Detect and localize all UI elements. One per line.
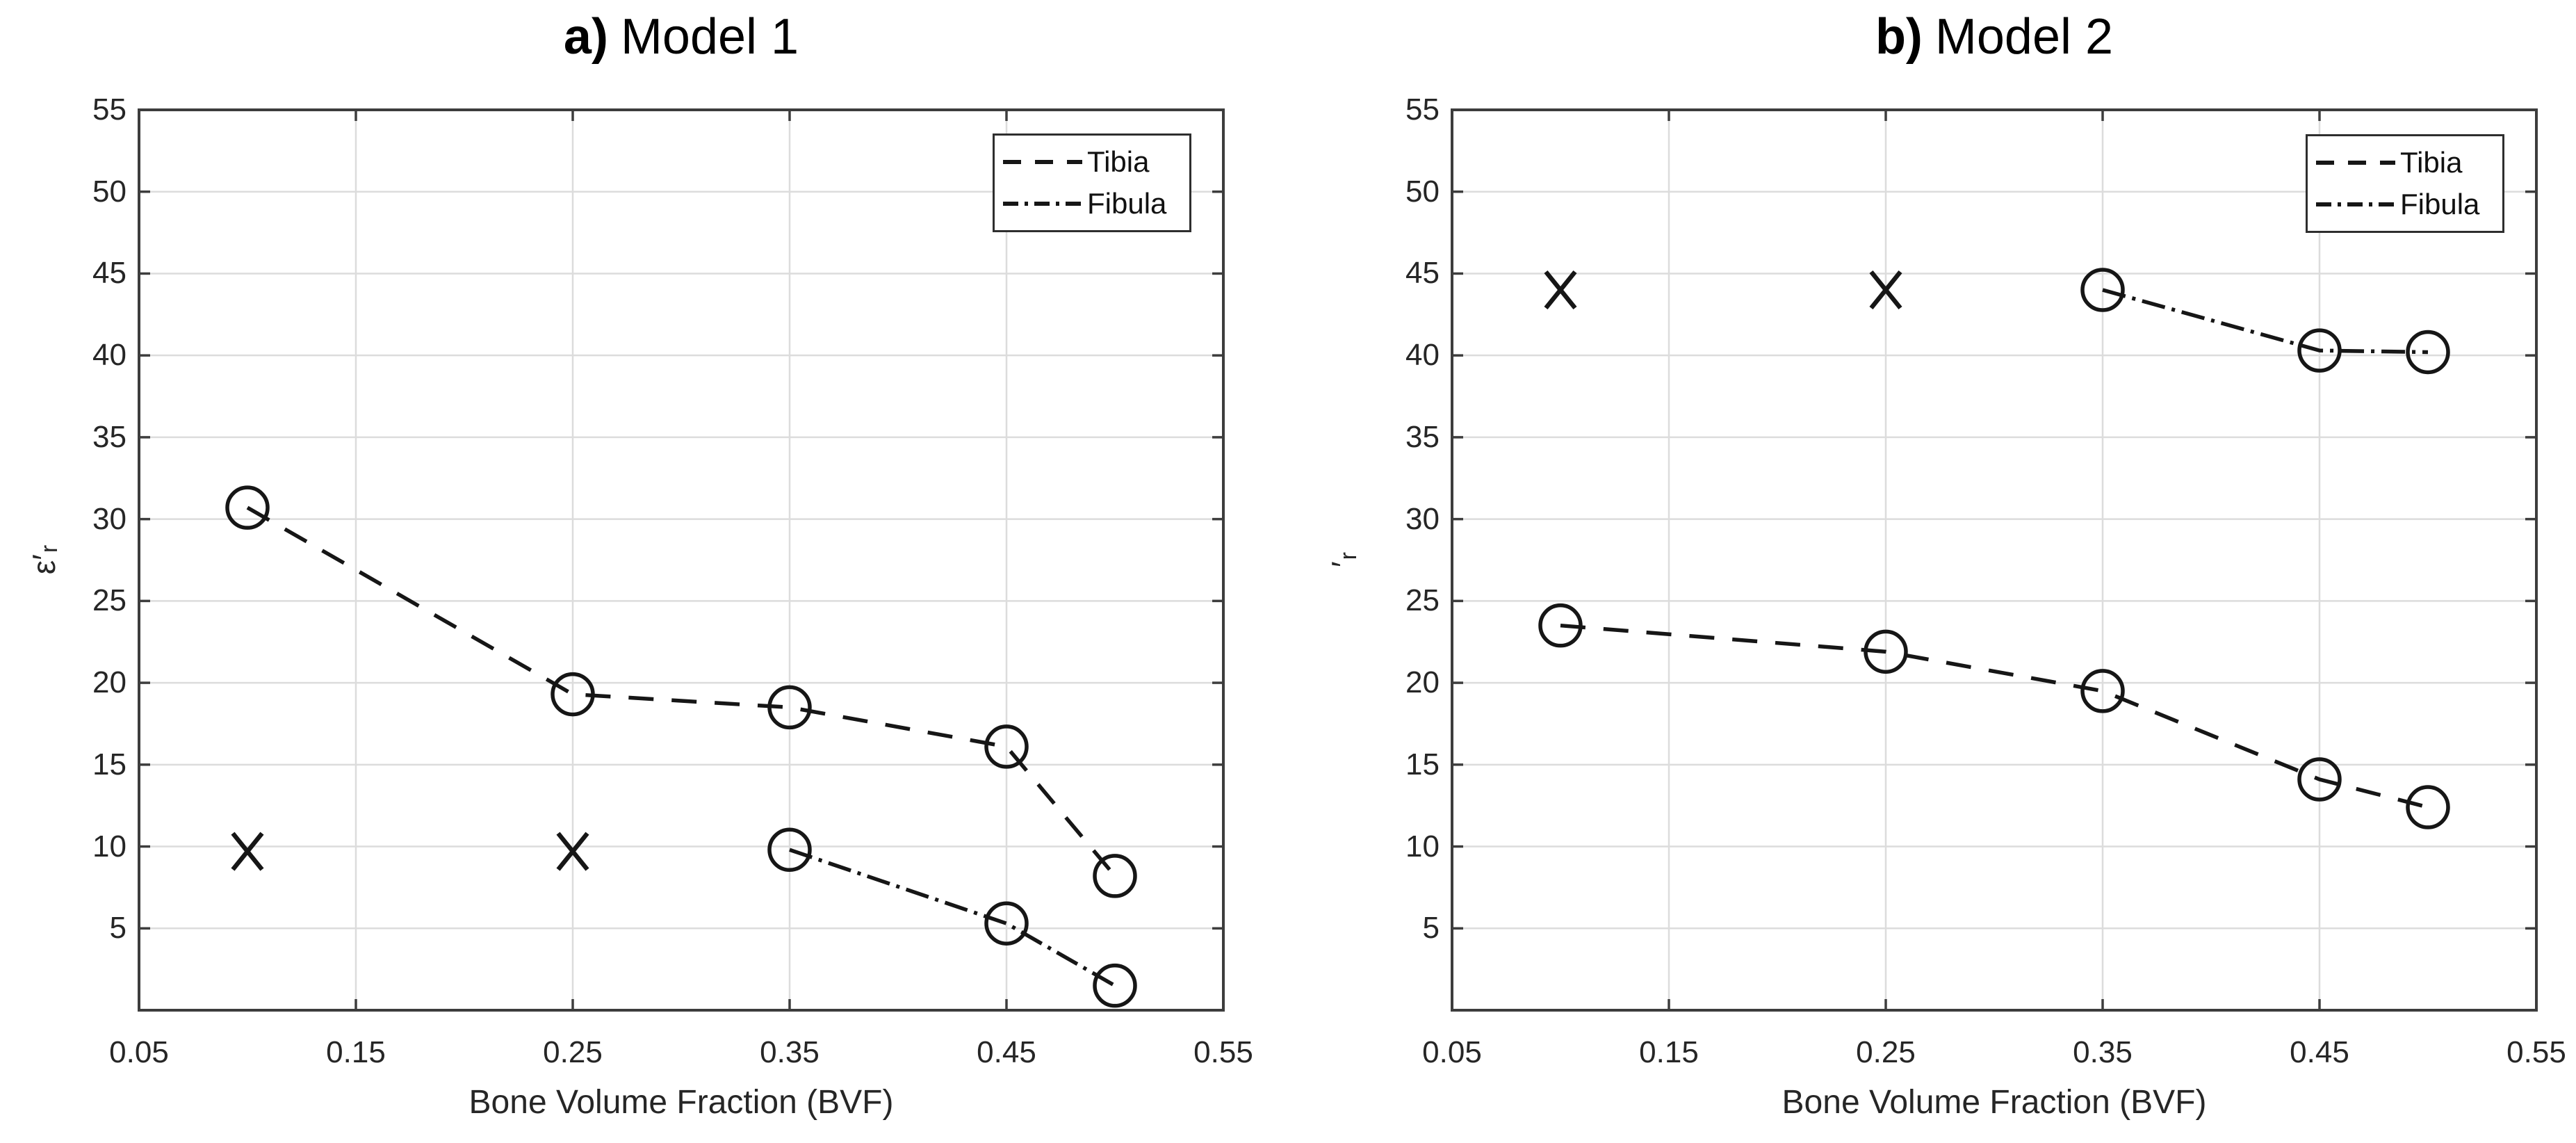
data-point-circle-tibia [2080, 669, 2125, 713]
data-point-circle-fibula [1093, 963, 1137, 1008]
panel-b-ylabel-subscript: r [1335, 552, 1362, 560]
data-point-circle-tibia [2297, 757, 2342, 802]
y-tick-label: 40 [92, 338, 127, 373]
y-tick-label: 50 [92, 174, 127, 209]
data-point-circle-tibia [1864, 629, 1908, 674]
y-tick-label: 15 [1405, 747, 1440, 781]
x-tick-label: 0.55 [2506, 1035, 2566, 1069]
data-point-x-marker [231, 832, 264, 871]
y-tick-label: 45 [92, 256, 127, 291]
panel-a-xlabel: Bone Volume Fraction (BVF) [468, 1084, 894, 1121]
series-line-tibia [246, 505, 1117, 877]
data-point-circle-tibia [767, 685, 812, 730]
x-tick-label: 0.35 [760, 1035, 820, 1069]
x-tick-label: 0.55 [1193, 1035, 1253, 1069]
x-tick-label: 0.15 [1639, 1035, 1699, 1069]
y-tick-label: 10 [1405, 829, 1440, 864]
legend-item-tibia: Tibia [1002, 141, 1182, 183]
x-tick-label: 0.25 [543, 1035, 603, 1069]
series-line-fibula [789, 848, 1116, 988]
y-tick-label: 25 [1405, 583, 1440, 618]
y-tick-label: 15 [92, 747, 127, 781]
axes-box [1451, 108, 2538, 1012]
data-point-x-marker [556, 832, 589, 871]
y-tick-label: 50 [1405, 174, 1440, 209]
y-tick-label: 20 [92, 665, 127, 700]
series-line-tibia [1560, 623, 2429, 809]
y-tick-label: 55 [92, 92, 127, 127]
y-tick-label: 5 [1422, 911, 1440, 946]
x-tick-label: 0.05 [1422, 1035, 1482, 1069]
panel-b-title-prefix: b) [1875, 9, 1923, 65]
panel-b-legend: Tibia Fibula [2306, 134, 2504, 233]
axes-box [138, 108, 1225, 1012]
series-line-fibula [2102, 288, 2429, 355]
data-point-x-marker [1869, 270, 1902, 310]
legend-item-fibula: Fibula [2315, 184, 2495, 225]
panel-a-title-text: Model 1 [620, 9, 799, 65]
panel-a-title-prefix: a) [563, 9, 608, 65]
legend-item-tibia: Tibia [2315, 142, 2495, 184]
panel-a-ylabel-symbol: ε′ [26, 554, 62, 575]
panel-b-plot [1451, 108, 2538, 1012]
panel-b-title-text: Model 2 [1934, 9, 2114, 65]
legend-label-tibia: Tibia [1087, 145, 1150, 178]
data-point-circle-fibula [2080, 268, 2125, 312]
y-tick-label: 5 [109, 911, 127, 946]
data-point-circle-tibia [2406, 785, 2450, 829]
panel-b-title: b) Model 2 [1452, 7, 2536, 67]
legend-label-fibula: Fibula [2400, 188, 2480, 220]
y-tick-label: 55 [1405, 92, 1440, 127]
y-tick-label: 35 [92, 419, 127, 454]
data-point-circle-tibia [984, 724, 1029, 769]
panel-a-legend: Tibia Fibula [993, 133, 1191, 232]
legend-label-fibula: Fibula [1087, 187, 1167, 220]
x-tick-label: 0.05 [109, 1035, 169, 1069]
panel-b-xlabel: Bone Volume Fraction (BVF) [1782, 1084, 2207, 1121]
x-tick-label: 0.15 [326, 1035, 386, 1069]
legend-item-fibula: Fibula [1002, 183, 1182, 225]
tibia-line-sample-icon [1003, 160, 1082, 164]
y-tick-label: 10 [92, 829, 127, 864]
x-tick-label: 0.25 [1856, 1035, 1916, 1069]
panel-b-ylabel: ′ r [1314, 508, 1372, 612]
y-tick-label: 40 [1405, 338, 1440, 373]
panel-a-title: a) Model 1 [139, 7, 1223, 67]
data-point-circle-tibia [551, 672, 595, 717]
data-point-circle-fibula [2297, 328, 2342, 373]
panel-a-ylabel-subscript: r [35, 544, 63, 553]
y-tick-label: 20 [1405, 665, 1440, 700]
data-point-circle-fibula [984, 901, 1029, 946]
data-point-circle-fibula [2406, 330, 2450, 375]
tibia-line-sample-icon [2316, 161, 2395, 165]
fibula-line-sample-icon [1003, 202, 1082, 206]
legend-label-tibia: Tibia [2400, 146, 2463, 179]
y-tick-label: 35 [1405, 419, 1440, 454]
fibula-line-sample-icon [2316, 202, 2395, 206]
y-tick-label: 25 [92, 583, 127, 618]
panel-b-ylabel-symbol: ′ [1325, 561, 1361, 567]
data-point-circle-tibia [1538, 603, 1583, 648]
data-point-circle-tibia [1093, 854, 1137, 898]
y-tick-label: 30 [92, 501, 127, 536]
x-tick-label: 0.45 [977, 1035, 1036, 1069]
x-tick-label: 0.45 [2290, 1035, 2349, 1069]
y-tick-label: 30 [1405, 501, 1440, 536]
data-point-x-marker [1544, 270, 1577, 310]
data-point-circle-tibia [225, 485, 270, 530]
y-tick-label: 45 [1405, 256, 1440, 291]
x-tick-label: 0.35 [2073, 1035, 2133, 1069]
data-point-circle-fibula [767, 827, 812, 873]
